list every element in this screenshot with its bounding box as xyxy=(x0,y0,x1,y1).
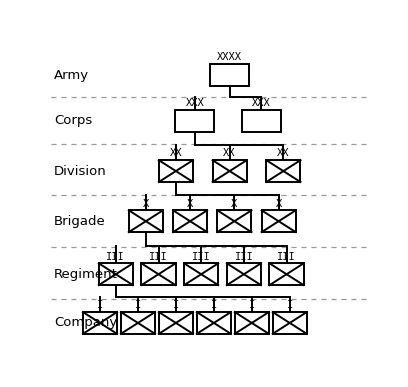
Bar xyxy=(235,312,269,334)
Text: I: I xyxy=(135,300,141,310)
Text: III: III xyxy=(277,252,296,262)
Bar xyxy=(213,160,247,182)
Bar xyxy=(227,263,261,285)
Bar xyxy=(121,312,155,334)
Text: XXX: XXX xyxy=(252,98,271,108)
Text: X: X xyxy=(187,199,193,209)
Bar xyxy=(173,211,207,232)
Bar xyxy=(129,211,163,232)
Bar xyxy=(142,263,175,285)
Bar xyxy=(184,263,218,285)
Text: I: I xyxy=(97,300,103,310)
Text: XX: XX xyxy=(277,149,290,158)
Text: III: III xyxy=(192,252,211,262)
Text: I: I xyxy=(248,300,255,310)
Bar xyxy=(159,312,193,334)
Text: XX: XX xyxy=(224,149,236,158)
Bar xyxy=(175,110,215,132)
Text: I: I xyxy=(286,300,293,310)
Text: X: X xyxy=(231,199,237,209)
Text: XX: XX xyxy=(170,149,182,158)
Text: XXXX: XXXX xyxy=(217,53,242,62)
Bar xyxy=(197,312,231,334)
Bar xyxy=(83,312,117,334)
Text: Division: Division xyxy=(54,164,107,178)
Bar xyxy=(273,312,307,334)
Text: I: I xyxy=(211,300,217,310)
Bar xyxy=(217,211,251,232)
Text: Regiment: Regiment xyxy=(54,268,118,281)
Text: I: I xyxy=(173,300,179,310)
Text: XXX: XXX xyxy=(186,98,204,108)
Bar xyxy=(266,160,300,182)
Text: Army: Army xyxy=(54,68,89,82)
Text: III: III xyxy=(106,252,125,262)
Text: Brigade: Brigade xyxy=(54,215,106,228)
Bar xyxy=(262,211,296,232)
Bar xyxy=(210,64,249,86)
Bar xyxy=(159,160,193,182)
Bar xyxy=(242,110,281,132)
Text: III: III xyxy=(149,252,168,262)
Text: X: X xyxy=(275,199,282,209)
Text: Corps: Corps xyxy=(54,115,92,127)
Bar xyxy=(99,263,133,285)
Text: III: III xyxy=(235,252,253,262)
Bar xyxy=(270,263,304,285)
Text: Company: Company xyxy=(54,317,118,329)
Text: X: X xyxy=(143,199,149,209)
